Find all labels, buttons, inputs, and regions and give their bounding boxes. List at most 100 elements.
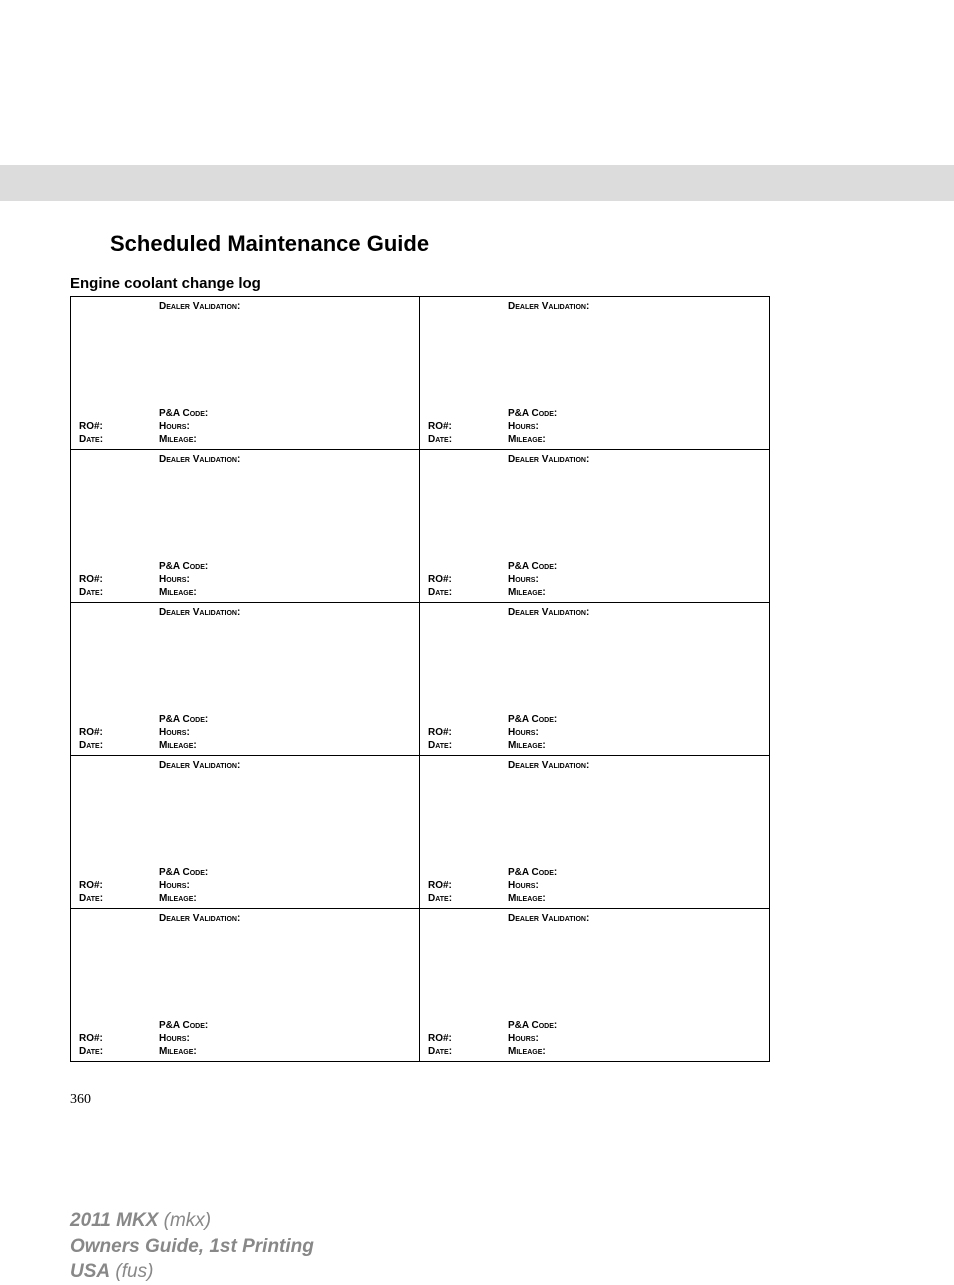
field-spacer xyxy=(79,561,159,572)
mileage-label: Mileage: xyxy=(159,587,197,598)
date-label: Date: xyxy=(79,434,159,445)
field-group: P&A Code: RO#:Hours: Date:Mileage: xyxy=(79,406,411,445)
log-cell: Dealer Validation:P&A Code:RO#:Hours:Dat… xyxy=(71,297,420,449)
field-line: RO#:Hours: xyxy=(428,880,761,891)
field-line: P&A Code: xyxy=(428,867,761,878)
pa-code-label: P&A Code: xyxy=(508,714,557,725)
log-cell: Dealer Validation:P&A Code:RO#:Hours:Dat… xyxy=(420,909,769,1061)
hours-label: Hours: xyxy=(159,574,190,585)
field-line: Date:Mileage: xyxy=(428,740,761,751)
log-cell-content: Dealer Validation:P&A Code:RO#:Hours:Dat… xyxy=(71,450,419,602)
header-gray-bar xyxy=(0,165,954,201)
hours-label: Hours: xyxy=(159,880,190,891)
field-spacer xyxy=(428,867,508,878)
field-spacer xyxy=(428,561,508,572)
field-group: P&A Code: RO#:Hours: Date:Mileage: xyxy=(428,865,761,904)
field-line: P&A Code: xyxy=(79,867,411,878)
pa-code-label: P&A Code: xyxy=(159,1020,208,1031)
log-row: Dealer Validation:P&A Code:RO#:Hours:Dat… xyxy=(71,908,769,1061)
mileage-label: Mileage: xyxy=(508,1046,546,1057)
log-cell: Dealer Validation:P&A Code:RO#:Hours:Dat… xyxy=(420,603,769,755)
hours-label: Hours: xyxy=(159,727,190,738)
document-page: Scheduled Maintenance Guide Engine coola… xyxy=(0,0,954,1108)
log-cell-content: Dealer Validation:P&A Code:RO#:Hours:Dat… xyxy=(420,450,769,602)
log-cell-content: Dealer Validation:P&A Code:RO#:Hours:Dat… xyxy=(71,756,419,908)
ro-label: RO#: xyxy=(79,574,159,585)
mileage-label: Mileage: xyxy=(508,587,546,598)
log-row: Dealer Validation:P&A Code:RO#:Hours:Dat… xyxy=(71,297,769,449)
footer-model-code: (mkx) xyxy=(158,1210,211,1231)
field-group: P&A Code:RO#:Hours:Date:Mileage: xyxy=(79,1018,411,1057)
field-spacer xyxy=(79,1020,159,1031)
hours-label: Hours: xyxy=(508,1033,539,1044)
ro-label: RO#: xyxy=(428,727,508,738)
field-spacer xyxy=(79,714,159,725)
field-line: RO#:Hours: xyxy=(428,421,761,432)
footer-region-code: (fus) xyxy=(110,1261,153,1282)
field-line: P&A Code: xyxy=(79,1020,411,1031)
log-cell-content: Dealer Validation:P&A Code:RO#:Hours:Dat… xyxy=(71,297,419,449)
log-row: Dealer Validation:P&A Code:RO#:Hours:Dat… xyxy=(71,755,769,908)
field-line: P&A Code: xyxy=(79,408,411,419)
field-line: RO#:Hours: xyxy=(79,880,411,891)
mileage-label: Mileage: xyxy=(508,740,546,751)
log-cell-content: Dealer Validation:P&A Code:RO#:Hours:Dat… xyxy=(420,603,769,755)
field-line: RO#:Hours: xyxy=(428,574,761,585)
field-line: Date:Mileage: xyxy=(428,1046,761,1057)
field-line: Date:Mileage: xyxy=(79,1046,411,1057)
pa-code-label: P&A Code: xyxy=(159,714,208,725)
field-line: RO#:Hours: xyxy=(79,1033,411,1044)
field-spacer xyxy=(428,714,508,725)
hours-label: Hours: xyxy=(508,421,539,432)
dealer-validation-label: Dealer Validation: xyxy=(428,760,761,771)
log-cell: Dealer Validation:P&A Code:RO#:Hours:Dat… xyxy=(420,450,769,602)
field-spacer xyxy=(79,408,159,419)
mileage-label: Mileage: xyxy=(508,434,546,445)
log-cell-content: Dealer Validation:P&A Code:RO#:Hours:Dat… xyxy=(420,909,769,1061)
field-group: P&A Code:RO#:Hours:Date:Mileage: xyxy=(79,712,411,751)
log-cell: Dealer Validation:P&A Code:RO#:Hours:Dat… xyxy=(420,297,769,449)
mileage-label: Mileage: xyxy=(159,893,197,904)
field-spacer xyxy=(428,1020,508,1031)
date-label: Date: xyxy=(428,893,508,904)
mileage-label: Mileage: xyxy=(159,740,197,751)
field-line: P&A Code: xyxy=(79,714,411,725)
field-line: RO#:Hours: xyxy=(79,574,411,585)
field-line: Date:Mileage: xyxy=(428,587,761,598)
date-label: Date: xyxy=(79,587,159,598)
ro-label: RO#: xyxy=(79,727,159,738)
field-group: P&A Code:RO#:Hours:Date:Mileage: xyxy=(428,1018,761,1057)
hours-label: Hours: xyxy=(159,1033,190,1044)
log-cell-content: Dealer Validation:P&A Code:RO#:Hours:Dat… xyxy=(71,909,419,1061)
pa-code-label: P&A Code: xyxy=(508,1020,557,1031)
field-line: Date:Mileage: xyxy=(428,434,761,445)
mileage-label: Mileage: xyxy=(159,1046,197,1057)
ro-label: RO#: xyxy=(428,421,508,432)
field-line: RO#:Hours: xyxy=(79,421,411,432)
date-label: Date: xyxy=(79,740,159,751)
field-line: RO#:Hours: xyxy=(428,727,761,738)
pa-code-label: P&A Code: xyxy=(159,408,208,419)
dealer-validation-label: Dealer Validation: xyxy=(428,301,761,312)
pa-code-label: P&A Code: xyxy=(159,561,208,572)
dealer-validation-label: Dealer Validation: xyxy=(79,454,411,465)
field-line: Date:Mileage: xyxy=(79,587,411,598)
date-label: Date: xyxy=(428,1046,508,1057)
footer-line-1: 2011 MKX (mkx) xyxy=(70,1208,954,1234)
field-spacer xyxy=(428,408,508,419)
log-cell: Dealer Validation:P&A Code:RO#:Hours:Dat… xyxy=(71,603,420,755)
field-line: P&A Code: xyxy=(79,561,411,572)
field-line: RO#:Hours: xyxy=(79,727,411,738)
pa-code-label: P&A Code: xyxy=(159,867,208,878)
field-line: P&A Code: xyxy=(428,561,761,572)
mileage-label: Mileage: xyxy=(159,434,197,445)
pa-code-label: P&A Code: xyxy=(508,408,557,419)
log-row: Dealer Validation:P&A Code:RO#:Hours:Dat… xyxy=(71,602,769,755)
field-line: Date:Mileage: xyxy=(79,893,411,904)
mileage-label: Mileage: xyxy=(508,893,546,904)
field-line: P&A Code: xyxy=(428,714,761,725)
dealer-validation-label: Dealer Validation: xyxy=(79,913,411,924)
ro-label: RO#: xyxy=(79,1033,159,1044)
ro-label: RO#: xyxy=(428,880,508,891)
log-cell: Dealer Validation:P&A Code:RO#:Hours:Dat… xyxy=(71,909,420,1061)
